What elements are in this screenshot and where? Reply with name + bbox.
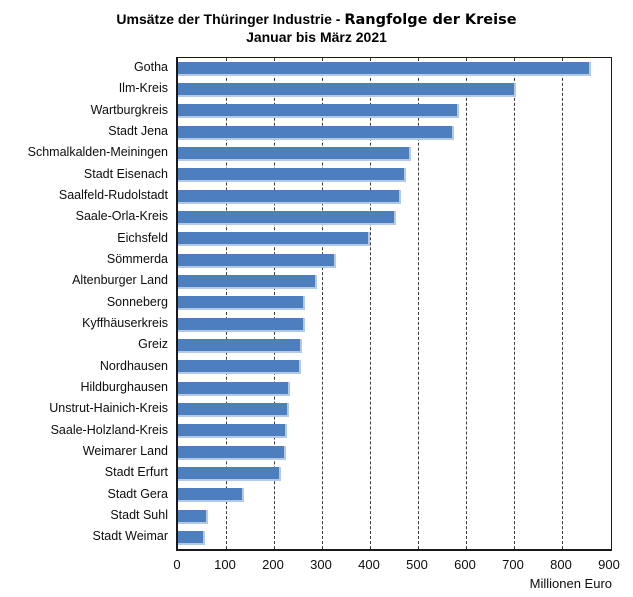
x-tick-label: 0 bbox=[173, 557, 181, 572]
category-label: Eichsfeld bbox=[117, 230, 168, 245]
plot-area bbox=[176, 57, 612, 551]
bar bbox=[178, 381, 290, 396]
category-label: Stadt Gera bbox=[107, 486, 168, 501]
bar bbox=[178, 402, 290, 417]
bar bbox=[178, 338, 302, 353]
category-label: Saale-Orla-Kreis bbox=[75, 209, 168, 224]
category-label: Nordhausen bbox=[99, 358, 168, 373]
x-tick-label: 900 bbox=[598, 557, 620, 572]
category-label: Gotha bbox=[133, 60, 168, 74]
category-label: Sonneberg bbox=[106, 294, 168, 309]
category-label: Altenburger Land bbox=[72, 273, 168, 288]
category-label: Unstrut-Hainich-Kreis bbox=[49, 401, 168, 416]
x-tick-label: 700 bbox=[502, 557, 524, 572]
category-label: Stadt Eisenach bbox=[83, 166, 168, 181]
category-label: Schmalkalden-Meiningen bbox=[27, 145, 168, 160]
category-label: Sömmerda bbox=[106, 251, 168, 266]
x-tick-label: 100 bbox=[214, 557, 236, 572]
bar bbox=[178, 146, 411, 161]
x-tick-label: 400 bbox=[358, 557, 380, 572]
bar bbox=[178, 232, 370, 247]
bar bbox=[178, 125, 454, 140]
bar bbox=[178, 104, 459, 119]
category-label: Saale-Holzland-Kreis bbox=[50, 422, 168, 437]
category-label: Stadt Weimar bbox=[92, 529, 169, 544]
bar bbox=[178, 82, 517, 97]
bar bbox=[178, 253, 337, 268]
chart-title: Umsätze der Thüringer Industrie - Rangfo… bbox=[0, 10, 633, 29]
bar bbox=[178, 466, 282, 481]
category-label: Stadt Jena bbox=[108, 123, 168, 138]
chart-subtitle: Januar bis März 2021 bbox=[246, 29, 387, 45]
x-tick-label: 600 bbox=[454, 557, 476, 572]
bar bbox=[178, 168, 406, 183]
x-tick-label: 800 bbox=[550, 557, 572, 572]
bar bbox=[178, 189, 402, 204]
category-label: Saalfeld-Rudolstadt bbox=[58, 187, 168, 202]
category-label: Weimarer Land bbox=[82, 443, 168, 458]
gridline-500 bbox=[418, 58, 419, 549]
chart-title-part2: Rangfolge der Kreise bbox=[344, 12, 517, 28]
x-axis-tick-labels: 0 100 200 300 400 500 600 700 800 900 bbox=[173, 557, 619, 573]
bar bbox=[178, 210, 397, 225]
bar bbox=[178, 509, 208, 524]
x-axis-title: Millionen Euro bbox=[529, 576, 612, 591]
category-label: Greiz bbox=[138, 337, 168, 352]
category-label: Stadt Erfurt bbox=[104, 465, 168, 480]
bar bbox=[178, 445, 287, 460]
category-label: Stadt Suhl bbox=[110, 507, 168, 522]
chart-title-part1: Umsätze der Thüringer Industrie - bbox=[116, 11, 345, 27]
x-tick-label: 300 bbox=[310, 557, 332, 572]
bar bbox=[178, 530, 205, 545]
gridline-700 bbox=[514, 58, 515, 549]
category-axis-labels: Gotha Ilm-Kreis Wartburgkreis Stadt Jena Sch… bbox=[0, 57, 170, 551]
category-label: Hildburghausen bbox=[80, 379, 168, 394]
category-label: Wartburgkreis bbox=[90, 102, 168, 117]
bar bbox=[178, 61, 591, 76]
bar bbox=[178, 296, 306, 311]
gridline-300 bbox=[322, 58, 323, 549]
bar bbox=[178, 317, 306, 332]
x-tick-label: 500 bbox=[406, 557, 428, 572]
gridline-400 bbox=[370, 58, 371, 549]
x-tick-label: 200 bbox=[262, 557, 284, 572]
bar bbox=[178, 488, 244, 503]
bar bbox=[178, 274, 318, 289]
category-label: Kyffhäuserkreis bbox=[82, 315, 168, 330]
gridline-800 bbox=[562, 58, 563, 549]
bar bbox=[178, 424, 288, 439]
bar bbox=[178, 360, 302, 375]
category-label: Ilm-Kreis bbox=[118, 81, 168, 96]
gridline-600 bbox=[466, 58, 467, 549]
